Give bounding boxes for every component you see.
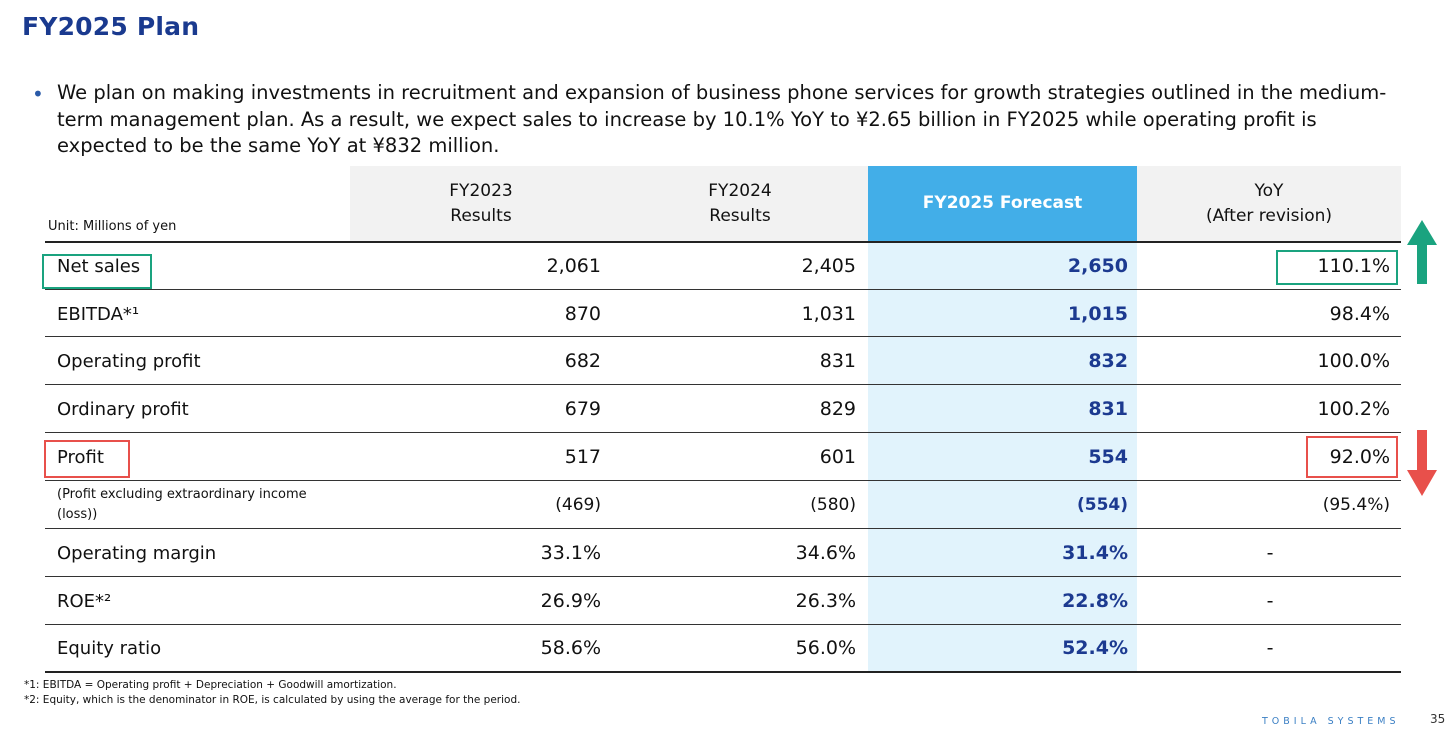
cell-fy2024: 26.3% bbox=[795, 590, 856, 612]
cell-fy2023: 682 bbox=[564, 350, 601, 372]
row-label: Operating margin bbox=[57, 542, 217, 564]
forecast-column-highlight bbox=[868, 241, 1137, 672]
cell-fy2023: 517 bbox=[564, 446, 601, 468]
cell-yoy: 110.1% bbox=[1317, 255, 1390, 277]
table-row-equity-ratio: Equity ratio 58.6% 56.0% 52.4% - bbox=[45, 624, 1401, 672]
cell-fy2024: 829 bbox=[819, 398, 856, 420]
page-title: FY2025 Plan bbox=[22, 12, 200, 41]
summary-bullet: • We plan on making investments in recru… bbox=[32, 80, 1392, 160]
cell-fy2025: 554 bbox=[1088, 446, 1128, 468]
cell-fy2023: 58.6% bbox=[540, 637, 601, 659]
cell-fy2024: (580) bbox=[810, 495, 856, 515]
table-rule bbox=[45, 432, 1401, 433]
page-number: 35 bbox=[1430, 712, 1446, 726]
cell-yoy: 100.2% bbox=[1317, 398, 1390, 420]
net-sales-yoy-highlight-box bbox=[1276, 250, 1398, 285]
cell-fy2025: 2,650 bbox=[1067, 255, 1128, 277]
table-rule bbox=[45, 336, 1401, 337]
unit-label: Unit: Millions of yen bbox=[48, 219, 177, 234]
cell-fy2023: 679 bbox=[564, 398, 601, 420]
table-row-net-sales: Net sales 2,061 2,405 2,650 110.1% bbox=[45, 242, 1401, 290]
cell-fy2024: 601 bbox=[819, 446, 856, 468]
table-row-ebitda: EBITDA*¹ 870 1,031 1,015 98.4% bbox=[45, 290, 1401, 338]
row-label: (Profit excluding extraordinary income (… bbox=[57, 487, 307, 522]
table-row-profit-excluding: (Profit excluding extraordinary income (… bbox=[45, 481, 1401, 529]
row-label: EBITDA*¹ bbox=[57, 303, 140, 325]
cell-fy2024: 2,405 bbox=[801, 255, 856, 277]
row-label: Operating profit bbox=[57, 350, 201, 372]
cell-fy2023: 870 bbox=[564, 303, 601, 325]
cell-yoy: (95.4%) bbox=[1322, 495, 1390, 515]
profit-highlight-box bbox=[44, 440, 130, 478]
footnote-ebitda: *1: EBITDA = Operating profit + Deprecia… bbox=[24, 679, 397, 691]
table-rule bbox=[45, 671, 1401, 673]
cell-fy2025: 31.4% bbox=[1062, 542, 1128, 564]
table-row-roe: ROE*² 26.9% 26.3% 22.8% - bbox=[45, 577, 1401, 625]
header-fy2024: FY2024 Results bbox=[612, 166, 868, 241]
bullet-dot-icon: • bbox=[32, 82, 44, 106]
cell-fy2025: 1,015 bbox=[1067, 303, 1128, 325]
cell-yoy: 92.0% bbox=[1329, 446, 1390, 468]
arrow-up-icon bbox=[1407, 220, 1437, 284]
table-rule bbox=[45, 480, 1401, 481]
table-row-ordinary-profit: Ordinary profit 679 829 831 100.2% bbox=[45, 385, 1401, 433]
row-label: ROE*² bbox=[57, 590, 112, 612]
cell-yoy: - bbox=[1266, 637, 1274, 659]
table-rule bbox=[45, 576, 1401, 577]
brand-logo-text: TOBILA SYSTEMS bbox=[1262, 716, 1400, 727]
row-label: Net sales bbox=[57, 255, 141, 277]
cell-yoy: - bbox=[1266, 542, 1274, 564]
header-fy2023: FY2023 Results bbox=[350, 166, 612, 241]
cell-fy2025: 832 bbox=[1088, 350, 1128, 372]
cell-fy2023: (469) bbox=[555, 495, 601, 515]
row-label: Ordinary profit bbox=[57, 398, 189, 420]
cell-fy2023: 26.9% bbox=[540, 590, 601, 612]
cell-yoy: - bbox=[1266, 590, 1274, 612]
header-fy2025-forecast: FY2025 Forecast bbox=[868, 166, 1137, 241]
header-yoy: YoY (After revision) bbox=[1137, 166, 1401, 241]
cell-fy2024: 56.0% bbox=[795, 637, 856, 659]
cell-fy2024: 831 bbox=[819, 350, 856, 372]
table-rule bbox=[45, 624, 1401, 625]
table-row-profit: Profit 517 601 554 92.0% bbox=[45, 433, 1401, 481]
table-rule bbox=[45, 241, 1401, 243]
cell-fy2024: 1,031 bbox=[801, 303, 856, 325]
cell-fy2023: 2,061 bbox=[546, 255, 601, 277]
row-label: Equity ratio bbox=[57, 637, 162, 659]
table-rule bbox=[45, 528, 1401, 529]
cell-fy2025: 52.4% bbox=[1062, 637, 1128, 659]
profit-yoy-highlight-box bbox=[1306, 436, 1398, 478]
footnote-roe: *2: Equity, which is the denominator in … bbox=[24, 694, 521, 706]
cell-fy2025: 831 bbox=[1088, 398, 1128, 420]
table-rule bbox=[45, 289, 1401, 290]
cell-fy2023: 33.1% bbox=[540, 542, 601, 564]
arrow-down-icon bbox=[1407, 430, 1437, 496]
cell-fy2025: 22.8% bbox=[1062, 590, 1128, 612]
table-row-operating-profit: Operating profit 682 831 832 100.0% bbox=[45, 337, 1401, 385]
cell-fy2025: (554) bbox=[1076, 495, 1128, 515]
table-rule bbox=[45, 384, 1401, 385]
cell-yoy: 100.0% bbox=[1317, 350, 1390, 372]
row-label: Profit bbox=[57, 446, 104, 468]
summary-text: We plan on making investments in recruit… bbox=[57, 81, 1387, 157]
net-sales-highlight-box bbox=[42, 254, 152, 289]
cell-yoy: 98.4% bbox=[1329, 303, 1390, 325]
cell-fy2024: 34.6% bbox=[795, 542, 856, 564]
table-row-operating-margin: Operating margin 33.1% 34.6% 31.4% - bbox=[45, 529, 1401, 577]
